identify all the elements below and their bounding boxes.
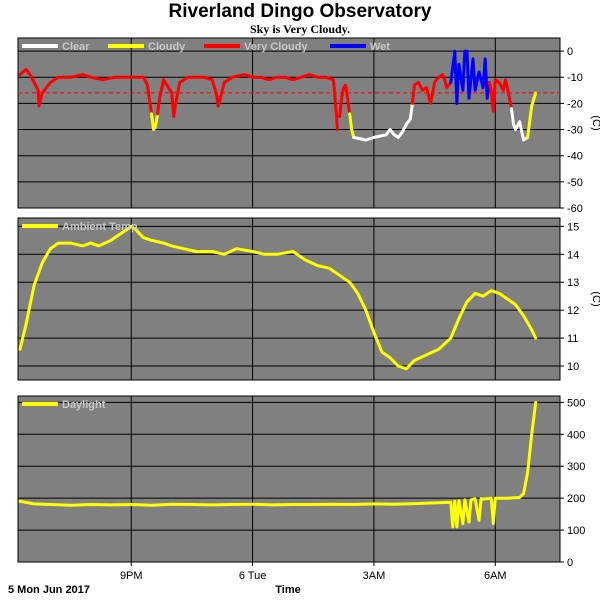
- panel-daylight-ytick-label: 0: [567, 557, 573, 569]
- series-very-cloudy-line: [18, 67, 153, 116]
- panel-daylight-ytick-label: 100: [567, 525, 585, 537]
- panel-ambient-ytick-label: 10: [567, 361, 579, 373]
- panel-ambient-ylabel: (C): [590, 291, 600, 306]
- series-cloudy-line: [348, 112, 356, 139]
- x-tick-label: 6 Tue: [239, 570, 267, 582]
- legend-label-daylight: Daylight: [62, 399, 106, 411]
- panel-ambient-ytick-label: 13: [567, 277, 579, 289]
- panel-ambient-ytick-label: 14: [567, 249, 579, 261]
- series-cloudy-line: [526, 91, 538, 139]
- panel-daylight-ytick-label: 500: [567, 397, 585, 409]
- page-title: Riverland Dingo Observatory: [168, 1, 432, 22]
- series-very-cloudy-line: [156, 75, 220, 118]
- panel-sky-background: [17, 37, 561, 209]
- legend-label-very-cloudy: Very Cloudy: [244, 41, 308, 53]
- series-clear-line: [352, 101, 414, 142]
- panel-sky-ytick-label: -50: [567, 177, 583, 189]
- panel-sky-ytick-label: -60: [567, 203, 583, 215]
- panel-sky-ylabel: (C): [590, 115, 600, 130]
- series-very-cloudy-line: [487, 78, 513, 113]
- panel-ambient-ytick-label: 12: [567, 305, 579, 317]
- panel-sky-ytick-label: -10: [567, 72, 583, 84]
- panel-sky-ytick-label: -40: [567, 151, 583, 163]
- x-tick-label: 3AM: [363, 570, 386, 582]
- panel-daylight-ytick-label: 300: [567, 461, 585, 473]
- sky-status-subtitle: Sky is Very Cloudy.: [249, 22, 351, 36]
- series-clear-line: [510, 107, 530, 142]
- legend-label-ambient-temp: Ambient Temp: [62, 221, 138, 233]
- x-tick-label: 9PM: [120, 570, 143, 582]
- footer-date-label: 5 Mon Jun 2017: [8, 584, 90, 596]
- panel-daylight-background: [17, 395, 561, 563]
- panel-ambient-ytick-label: 11: [567, 333, 578, 345]
- legend-label-cloudy: Cloudy: [148, 41, 186, 53]
- legend-label-clear: Clear: [62, 41, 90, 53]
- panel-sky-ytick-label: 0: [567, 46, 573, 58]
- x-axis-title: Time: [275, 584, 300, 596]
- series-very-cloudy-line: [216, 73, 339, 131]
- series-very-cloudy-line: [410, 73, 453, 105]
- x-tick-label: 6AM: [484, 570, 507, 582]
- series-wet-line: [449, 49, 491, 105]
- panel-ambient-background: [17, 217, 561, 381]
- legend-label-wet: Wet: [370, 41, 390, 53]
- series-very-cloudy-line: [338, 83, 352, 118]
- series-daylight-line: [18, 400, 538, 529]
- panel-daylight-ytick-label: 200: [567, 493, 585, 505]
- series-ambient-temp-line: [18, 224, 538, 371]
- panel-sky-ytick-label: -30: [567, 125, 583, 137]
- series-cloudy-line: [150, 112, 159, 131]
- panel-ambient-ytick-label: 15: [567, 221, 579, 233]
- panel-sky-ytick-label: -20: [567, 98, 583, 110]
- panel-daylight-ytick-label: 400: [567, 429, 585, 441]
